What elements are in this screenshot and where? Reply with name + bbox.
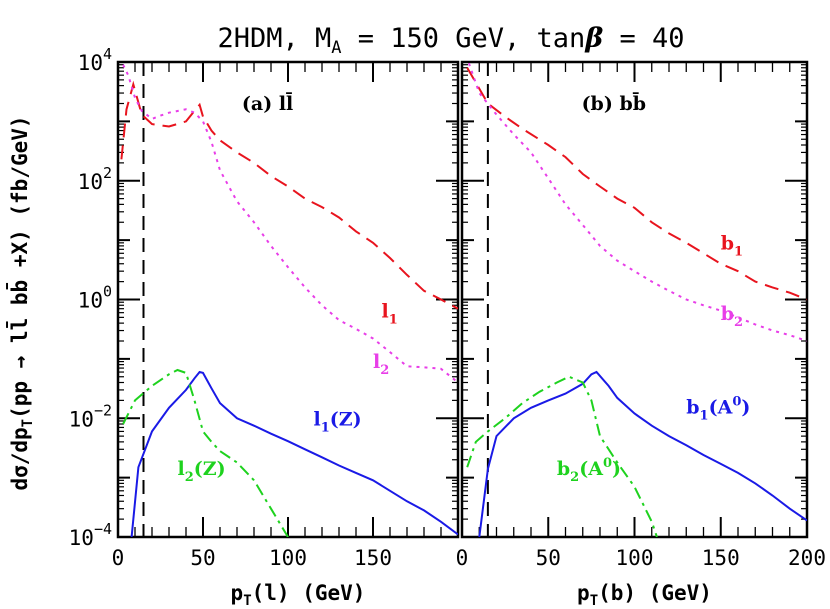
series-group: [466, 62, 807, 537]
title-beta: β: [584, 23, 603, 54]
series-line-l1: [120, 80, 458, 310]
y-axis-label-text: dσ/dpT(pp → ll̄ bb̄ +X) (fb/GeV): [7, 115, 36, 490]
x-tick-label: 50: [536, 546, 561, 570]
series-line-b1-a0-: [478, 370, 807, 537]
series-group: [120, 64, 458, 537]
x-axis-label: pT(l) (GeV): [231, 581, 366, 609]
title-sub-a: A: [331, 38, 341, 58]
series-label: l1(Z): [314, 409, 362, 436]
panel-b: 0 50 100 150 200 pT(b) (GeV) (b) bb̄ b1 b2 b1(A0)…: [456, 60, 826, 609]
y-tick-label: 102: [78, 164, 112, 194]
series-line-l2-z-: [122, 368, 289, 537]
series-label: b1: [721, 232, 743, 259]
title-text-a: 2HDM, M: [217, 23, 331, 54]
panel-label: (a) ll̄: [242, 93, 293, 115]
series-line-b2-a0-: [466, 375, 658, 537]
y-tick-exp: −2: [94, 401, 112, 419]
x-tick-label: 0: [112, 546, 125, 570]
chart-title: 2HDM, MA = 150 GeV, tanβ = 40: [217, 23, 684, 58]
x-tick-label: 150: [702, 546, 740, 570]
series-label: b2: [721, 303, 743, 330]
title-text-b: = 150 GeV, tan: [341, 23, 585, 54]
y-tick-exp: 4: [103, 45, 112, 63]
x-tick-label: 0: [456, 546, 469, 570]
x-tick-label: 150: [354, 546, 392, 570]
series-line-b1: [466, 67, 807, 301]
y-tick-base: 10: [78, 289, 103, 313]
y-tick-label: 10−4: [69, 520, 112, 550]
x-axis-label: pT(b) (GeV): [577, 581, 712, 609]
series-label: b2(A0): [557, 456, 621, 485]
series-line-l1-z-: [130, 370, 458, 537]
y-tick-label: 100: [78, 283, 112, 313]
y-tick-exp: 0: [103, 283, 112, 301]
panel-label: (b) bb̄: [582, 93, 646, 115]
x-tick-label: 100: [269, 546, 307, 570]
y-tick-label: 104: [78, 45, 112, 75]
plot-frame: [116, 60, 460, 539]
y-tick-label: 10−2: [69, 401, 112, 431]
y-tick-exp: −4: [94, 520, 112, 538]
series-label: l2(Z): [178, 458, 226, 485]
series-label: b1(A0): [686, 395, 750, 424]
y-tick-base: 10: [78, 170, 103, 194]
x-tick-label: 100: [616, 546, 654, 570]
y-tick-base: 10: [78, 51, 103, 75]
y-tick-exp: 2: [103, 164, 112, 182]
x-tick-label: 200: [788, 546, 826, 570]
series-label: l1: [382, 300, 398, 327]
y-tick-base: 10: [69, 407, 94, 431]
y-axis-label: dσ/dpT(pp → ll̄ bb̄ +X) (fb/GeV): [7, 115, 36, 490]
title-text-c: = 40: [603, 23, 684, 54]
series-label: l2: [373, 351, 389, 378]
plot-frame: [460, 60, 809, 539]
y-tick-base: 10: [69, 526, 94, 550]
series-line-l2: [122, 64, 458, 384]
x-tick-label: 50: [190, 546, 215, 570]
